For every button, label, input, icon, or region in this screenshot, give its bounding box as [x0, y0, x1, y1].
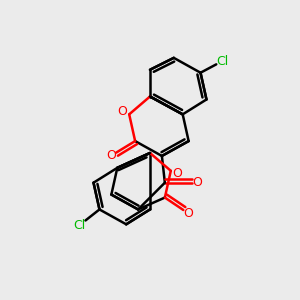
Text: O: O	[183, 206, 193, 220]
Text: O: O	[172, 167, 182, 180]
Text: O: O	[193, 176, 202, 189]
Text: O: O	[118, 105, 128, 118]
Text: Cl: Cl	[216, 55, 228, 68]
Text: O: O	[106, 149, 116, 162]
Text: Cl: Cl	[74, 219, 86, 232]
